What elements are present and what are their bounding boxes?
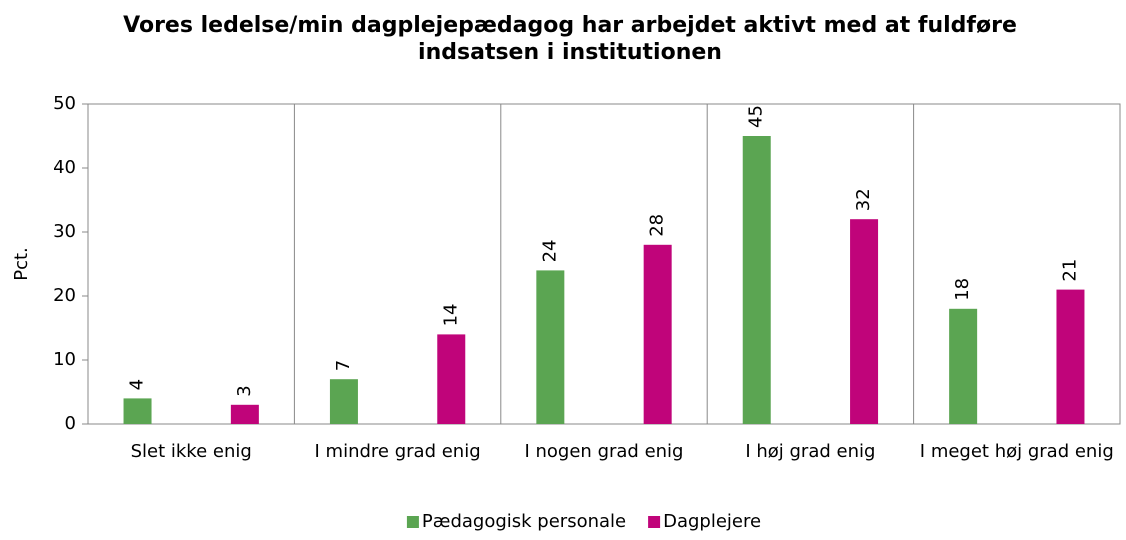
plot-border: [87, 103, 1121, 425]
bar: [742, 136, 771, 424]
y-tick-label: 0: [65, 413, 76, 434]
legend-label: Pædagogisk personale: [422, 511, 626, 532]
x-tick-label: I mindre grad enig: [314, 441, 481, 462]
y-tick-label: 10: [53, 349, 76, 370]
y-axis-label: Pct.: [11, 247, 32, 281]
data-label: 14: [440, 303, 461, 326]
legend-label: Dagplejere: [663, 511, 761, 532]
legend-item: Pædagogisk personale: [406, 511, 626, 532]
data-label: 45: [746, 105, 767, 128]
data-label: 24: [539, 239, 560, 262]
data-label: 21: [1059, 259, 1080, 282]
bar: [643, 244, 672, 424]
data-label: 32: [853, 188, 874, 211]
bar: [850, 219, 879, 424]
x-tick-label: I nogen grad enig: [524, 441, 684, 462]
data-label: 18: [952, 278, 973, 301]
data-label: 4: [127, 379, 148, 390]
x-tick-label: I meget høj grad enig: [919, 441, 1114, 462]
bar: [230, 404, 259, 424]
data-label: 3: [234, 385, 255, 396]
bar: [123, 398, 152, 424]
x-tick-label: Slet ikke enig: [130, 441, 252, 462]
y-tick-label: 50: [53, 93, 76, 114]
legend-swatch: [648, 516, 661, 528]
y-tick-label: 40: [53, 157, 76, 178]
bar: [949, 308, 978, 424]
data-label: 28: [647, 214, 668, 237]
y-tick-label: 20: [53, 285, 76, 306]
chart-title: Vores ledelse/min dagplejepædagog har ar…: [123, 13, 1017, 65]
x-tick-label: I høj grad enig: [745, 441, 876, 462]
data-label: 7: [333, 360, 354, 371]
legend-item: Dagplejere: [648, 511, 761, 532]
legend-swatch: [406, 516, 419, 528]
bar: [329, 379, 358, 424]
bar: [536, 270, 565, 424]
bar: [1056, 289, 1085, 424]
y-tick-label: 30: [53, 221, 76, 242]
bar: [437, 334, 466, 424]
